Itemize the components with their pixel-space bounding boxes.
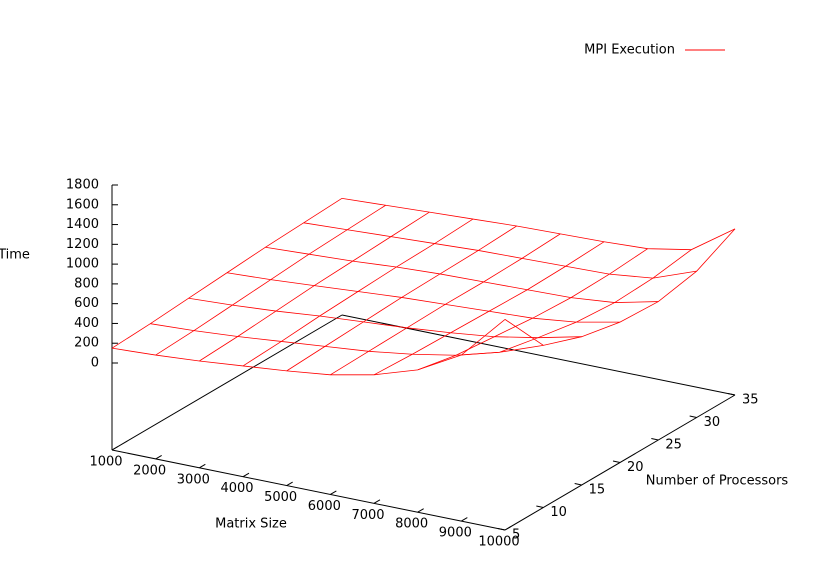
x-tick-label: 6000 [308, 499, 341, 514]
mesh-line [286, 225, 517, 372]
z-axis-label: Time [0, 248, 30, 263]
base-edge [341, 314, 736, 396]
x-tick-label: 1000 [89, 455, 122, 470]
x-tick-label: 2000 [133, 463, 166, 478]
x-axis [111, 449, 506, 531]
mesh-line [155, 204, 386, 356]
x-tick [504, 526, 512, 531]
mesh-line [265, 246, 659, 303]
y-tick [727, 393, 736, 396]
y-tick-label: 20 [627, 460, 644, 475]
z-tick-label: 0 [91, 356, 99, 371]
z-tick-label: 1600 [66, 197, 99, 212]
x-tick-label: 8000 [395, 517, 428, 532]
y-tick-label: 15 [589, 483, 606, 498]
y-tick [536, 505, 544, 508]
z-tick-label: 200 [74, 336, 99, 351]
y-axis-label: Number of Processors [646, 474, 789, 489]
y-tick-label: 5 [512, 528, 520, 543]
x-tick [155, 454, 162, 460]
x-axis-label: Matrix Size [215, 517, 287, 532]
x-tick-label: 10000 [478, 535, 519, 550]
mesh-line [341, 197, 736, 251]
y-tick-label: 35 [742, 393, 759, 408]
y-tick [689, 415, 697, 418]
mesh-line [226, 272, 621, 323]
mesh-line [461, 249, 692, 356]
z-tick-label: 1200 [66, 237, 99, 252]
z-tick-label: 1000 [66, 257, 99, 272]
x-tick-label: 3000 [177, 472, 210, 487]
y-tick [497, 528, 506, 531]
mesh-line [504, 228, 736, 346]
mesh-line [242, 218, 474, 367]
y-tick-label: 30 [704, 415, 721, 430]
mesh-line [150, 323, 544, 356]
x-tick [111, 446, 119, 451]
x-tick-label: 4000 [220, 481, 253, 496]
mesh-line [111, 319, 506, 376]
y-tick [574, 483, 582, 486]
mesh-line [303, 222, 697, 279]
x-tick [461, 517, 468, 522]
x-tick [286, 481, 293, 486]
x-tick [417, 508, 424, 513]
z-tick-label: 600 [74, 296, 99, 311]
y-tick [651, 438, 659, 441]
x-tick-label: 9000 [439, 526, 472, 541]
x-tick [199, 463, 206, 469]
base-edge [111, 314, 343, 451]
x-tick [330, 490, 337, 495]
mesh-line [199, 211, 430, 362]
legend-label: MPI Execution [584, 43, 675, 58]
x-tick-label: 5000 [264, 490, 297, 505]
z-tick-label: 800 [74, 276, 99, 291]
x-tick [242, 472, 250, 478]
z-tick-label: 1400 [66, 217, 99, 232]
mesh-line [330, 233, 561, 376]
z-tick-label: 1800 [66, 178, 99, 193]
y-tick-label: 25 [665, 438, 682, 453]
y-tick [612, 460, 621, 463]
x-tick-label: 7000 [351, 508, 384, 523]
x-tick [373, 499, 381, 504]
mesh-line [111, 197, 343, 349]
z-tick-label: 400 [74, 316, 99, 331]
mesh-line [373, 241, 605, 376]
mesh-line [188, 297, 582, 339]
y-tick-label: 10 [550, 505, 567, 520]
mesh-line [417, 248, 648, 371]
